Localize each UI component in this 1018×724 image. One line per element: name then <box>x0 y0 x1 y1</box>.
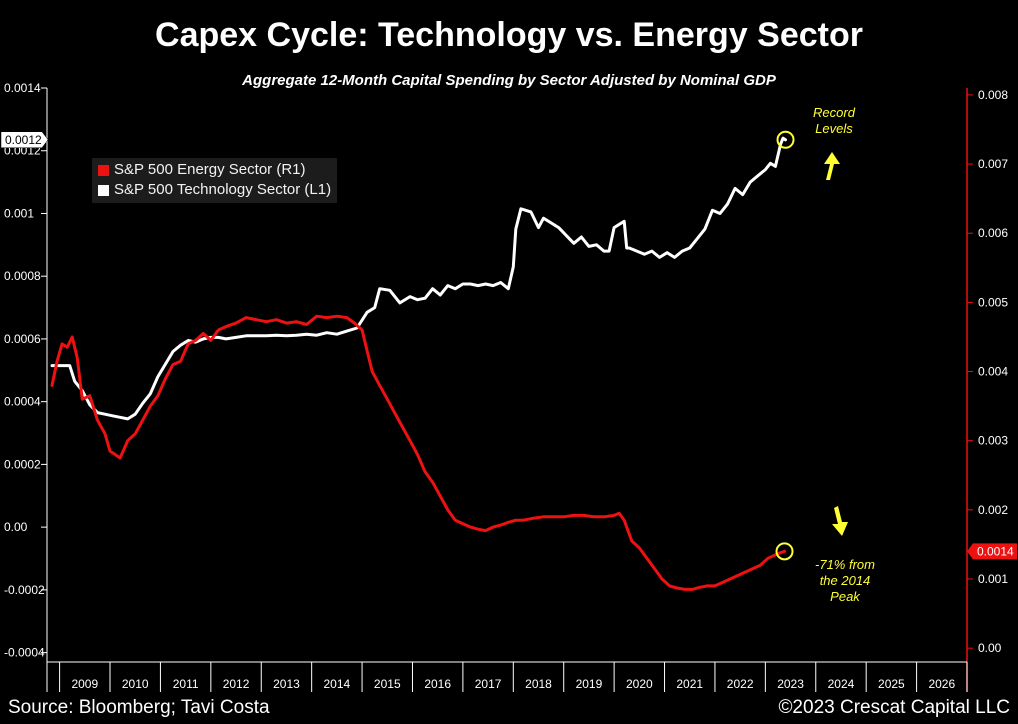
left-axis-tick-label: 0.0008 <box>4 269 41 283</box>
left-axis-tick-label: -0.0002 <box>4 583 45 597</box>
right-axis-tick-label: 0.002 <box>978 503 1008 517</box>
x-axis-tick-label: 2020 <box>626 677 653 691</box>
legend-label-technology: S&P 500 Technology Sector (L1) <box>114 181 332 198</box>
right-axis-tick-label: 0.004 <box>978 365 1008 379</box>
technology-record-highlight <box>776 130 795 149</box>
x-axis-tick-label: 2022 <box>727 677 754 691</box>
annotation-record-line-1: Record <box>813 105 855 120</box>
chart-subtitle: Aggregate 12-Month Capital Spending by S… <box>242 72 776 89</box>
x-axis-tick-label: 2024 <box>828 677 855 691</box>
right-last-value-label: 0.0014 <box>977 544 1014 558</box>
x-axis-tick-label: 2023 <box>777 677 804 691</box>
right-last-value-marker <box>967 543 1017 560</box>
x-axis-tick-label: 2010 <box>122 677 149 691</box>
x-axis-tick-label: 2015 <box>374 677 401 691</box>
x-axis-tick-label: 2009 <box>71 677 98 691</box>
annotation-decline: -71% from the 2014 Peak <box>805 557 885 605</box>
left-axis-tick-label: 0.00 <box>4 520 28 534</box>
legend-item-technology: S&P 500 Technology Sector (L1) <box>98 180 331 200</box>
energy-latest-highlight <box>775 542 794 561</box>
x-axis-tick-label: 2021 <box>676 677 703 691</box>
technology-series-line <box>50 136 787 421</box>
x-axis-tick-label: 2011 <box>173 677 199 691</box>
right-axis-tick-label: 0.008 <box>978 88 1008 102</box>
legend-label-energy: S&P 500 Energy Sector (R1) <box>114 161 306 178</box>
chart-title: Capex Cycle: Technology vs. Energy Secto… <box>155 16 863 54</box>
left-axis-tick-label: 0.0014 <box>4 81 41 95</box>
right-axis-tick-label: 0.005 <box>978 295 1008 309</box>
x-axis-tick-label: 2018 <box>525 677 552 691</box>
legend-swatch-technology <box>98 184 109 196</box>
right-axis-tick-label: 0.003 <box>978 434 1008 448</box>
x-axis-tick-label: 2025 <box>878 677 905 691</box>
left-axis-tick-label: 0.0004 <box>4 395 41 409</box>
left-axis-tick-label: 0.0002 <box>4 457 41 471</box>
left-axis-tick-label: 0.0006 <box>4 332 41 346</box>
left-axis-tick-label: 0.001 <box>4 206 34 220</box>
legend-item-energy: S&P 500 Energy Sector (R1) <box>98 160 331 180</box>
annotation-record-line-2: Levels <box>815 121 853 136</box>
copyright-note: ©2023 Crescat Capital LLC <box>778 697 1010 718</box>
right-axis-tick-label: 0.007 <box>978 157 1008 171</box>
down-arrow-icon <box>832 506 848 536</box>
annotation-decline-line-3: Peak <box>830 589 860 604</box>
x-axis-tick-label: 2016 <box>424 677 451 691</box>
annotation-decline-line-2: the 2014 <box>819 573 871 588</box>
x-axis-tick-label: 2026 <box>928 677 955 691</box>
x-axis-tick-label: 2013 <box>273 677 300 691</box>
up-arrow-icon <box>824 152 840 180</box>
right-axis-tick-label: 0.001 <box>978 572 1008 586</box>
x-axis-tick-label: 2014 <box>324 677 351 691</box>
source-note: Source: Bloomberg; Tavi Costa <box>8 697 270 718</box>
x-axis-tick-label: 2019 <box>576 677 603 691</box>
legend-swatch-energy <box>98 164 109 176</box>
annotation-record-levels: Record Levels <box>800 105 868 137</box>
x-axis-tick-label: 2017 <box>475 677 502 691</box>
right-axis-tick-label: 0.00 <box>978 641 1002 655</box>
legend: S&P 500 Energy Sector (R1) S&P 500 Techn… <box>92 158 338 203</box>
x-axis-tick-label: 2012 <box>223 677 250 691</box>
left-last-value-label: 0.0012 <box>5 133 42 147</box>
left-axis-tick-label: -0.0004 <box>4 646 45 660</box>
annotation-decline-line-1: -71% from <box>815 557 875 572</box>
left-last-value-marker <box>0 131 49 149</box>
energy-series-line <box>50 314 786 591</box>
right-axis-tick-label: 0.006 <box>978 226 1008 240</box>
